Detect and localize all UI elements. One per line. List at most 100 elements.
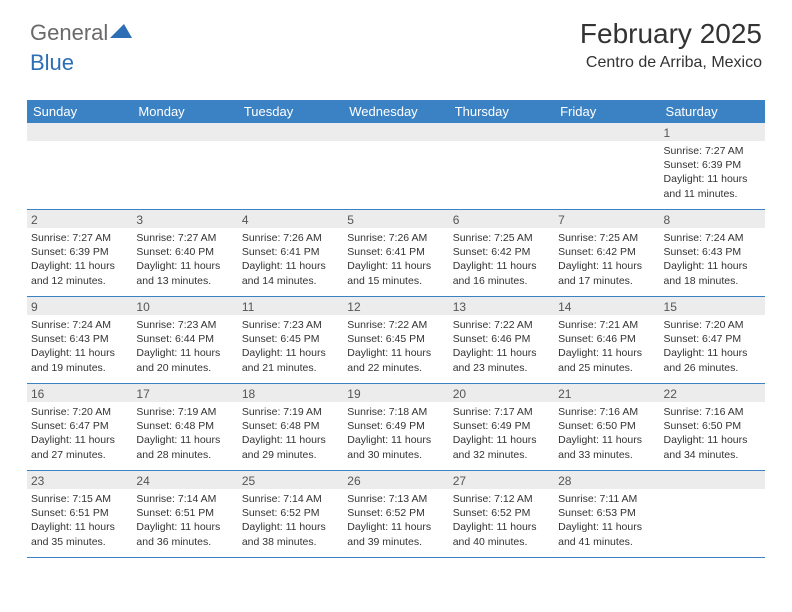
sunset-text: Sunset: 6:41 PM xyxy=(242,245,339,259)
calendar-day-cell: 9Sunrise: 7:24 AMSunset: 6:43 PMDaylight… xyxy=(27,297,132,383)
sunset-text: Sunset: 6:46 PM xyxy=(453,332,550,346)
sunrise-text: Sunrise: 7:14 AM xyxy=(136,492,233,506)
sunset-text: Sunset: 6:49 PM xyxy=(347,419,444,433)
day-number: 10 xyxy=(132,297,237,315)
day-details: Sunrise: 7:12 AMSunset: 6:52 PMDaylight:… xyxy=(449,489,554,555)
sunrise-text: Sunrise: 7:16 AM xyxy=(664,405,761,419)
day-number xyxy=(132,123,237,141)
day-number: 15 xyxy=(660,297,765,315)
calendar-week-row: 9Sunrise: 7:24 AMSunset: 6:43 PMDaylight… xyxy=(27,296,765,383)
calendar-day-cell: 13Sunrise: 7:22 AMSunset: 6:46 PMDayligh… xyxy=(449,297,554,383)
sunrise-text: Sunrise: 7:26 AM xyxy=(347,231,444,245)
day-number: 27 xyxy=(449,471,554,489)
sunset-text: Sunset: 6:39 PM xyxy=(31,245,128,259)
day-number xyxy=(238,123,343,141)
calendar-day-cell: 6Sunrise: 7:25 AMSunset: 6:42 PMDaylight… xyxy=(449,210,554,296)
daylight-text: Daylight: 11 hours and 38 minutes. xyxy=(242,520,339,548)
sunrise-text: Sunrise: 7:22 AM xyxy=(347,318,444,332)
day-details: Sunrise: 7:11 AMSunset: 6:53 PMDaylight:… xyxy=(554,489,659,555)
daylight-text: Daylight: 11 hours and 17 minutes. xyxy=(558,259,655,287)
page-header: February 2025 Centro de Arriba, Mexico xyxy=(580,18,762,72)
sunrise-text: Sunrise: 7:13 AM xyxy=(347,492,444,506)
calendar-day-cell xyxy=(27,123,132,209)
calendar-day-cell: 20Sunrise: 7:17 AMSunset: 6:49 PMDayligh… xyxy=(449,384,554,470)
day-number xyxy=(554,123,659,141)
day-details: Sunrise: 7:19 AMSunset: 6:48 PMDaylight:… xyxy=(132,402,237,468)
sunrise-text: Sunrise: 7:20 AM xyxy=(31,405,128,419)
sunrise-text: Sunrise: 7:21 AM xyxy=(558,318,655,332)
daylight-text: Daylight: 11 hours and 25 minutes. xyxy=(558,346,655,374)
day-number: 22 xyxy=(660,384,765,402)
sunset-text: Sunset: 6:43 PM xyxy=(664,245,761,259)
calendar-day-cell xyxy=(660,471,765,557)
day-number: 2 xyxy=(27,210,132,228)
calendar-day-cell: 8Sunrise: 7:24 AMSunset: 6:43 PMDaylight… xyxy=(660,210,765,296)
sunrise-text: Sunrise: 7:25 AM xyxy=(558,231,655,245)
calendar-day-cell: 21Sunrise: 7:16 AMSunset: 6:50 PMDayligh… xyxy=(554,384,659,470)
daylight-text: Daylight: 11 hours and 18 minutes. xyxy=(664,259,761,287)
daylight-text: Daylight: 11 hours and 27 minutes. xyxy=(31,433,128,461)
calendar-day-cell xyxy=(554,123,659,209)
daylight-text: Daylight: 11 hours and 14 minutes. xyxy=(242,259,339,287)
day-number: 13 xyxy=(449,297,554,315)
calendar-day-cell xyxy=(449,123,554,209)
calendar-week-row: 2Sunrise: 7:27 AMSunset: 6:39 PMDaylight… xyxy=(27,209,765,296)
sunset-text: Sunset: 6:45 PM xyxy=(347,332,444,346)
day-number xyxy=(343,123,448,141)
weekday-header: Monday xyxy=(132,104,237,119)
calendar-day-cell: 3Sunrise: 7:27 AMSunset: 6:40 PMDaylight… xyxy=(132,210,237,296)
sunset-text: Sunset: 6:44 PM xyxy=(136,332,233,346)
calendar-day-cell: 11Sunrise: 7:23 AMSunset: 6:45 PMDayligh… xyxy=(238,297,343,383)
day-number: 19 xyxy=(343,384,448,402)
daylight-text: Daylight: 11 hours and 26 minutes. xyxy=(664,346,761,374)
calendar-day-cell: 14Sunrise: 7:21 AMSunset: 6:46 PMDayligh… xyxy=(554,297,659,383)
day-number: 6 xyxy=(449,210,554,228)
day-number: 16 xyxy=(27,384,132,402)
logo-text-blue: Blue xyxy=(30,50,74,75)
day-number xyxy=(660,471,765,489)
sunrise-text: Sunrise: 7:23 AM xyxy=(242,318,339,332)
day-number: 9 xyxy=(27,297,132,315)
calendar-day-cell: 16Sunrise: 7:20 AMSunset: 6:47 PMDayligh… xyxy=(27,384,132,470)
day-details: Sunrise: 7:19 AMSunset: 6:48 PMDaylight:… xyxy=(238,402,343,468)
day-details: Sunrise: 7:17 AMSunset: 6:49 PMDaylight:… xyxy=(449,402,554,468)
sunrise-text: Sunrise: 7:16 AM xyxy=(558,405,655,419)
day-number: 12 xyxy=(343,297,448,315)
calendar-day-cell: 24Sunrise: 7:14 AMSunset: 6:51 PMDayligh… xyxy=(132,471,237,557)
daylight-text: Daylight: 11 hours and 23 minutes. xyxy=(453,346,550,374)
calendar-day-cell: 25Sunrise: 7:14 AMSunset: 6:52 PMDayligh… xyxy=(238,471,343,557)
daylight-text: Daylight: 11 hours and 16 minutes. xyxy=(453,259,550,287)
daylight-text: Daylight: 11 hours and 32 minutes. xyxy=(453,433,550,461)
day-details: Sunrise: 7:22 AMSunset: 6:46 PMDaylight:… xyxy=(449,315,554,381)
calendar-day-cell: 7Sunrise: 7:25 AMSunset: 6:42 PMDaylight… xyxy=(554,210,659,296)
day-details: Sunrise: 7:27 AMSunset: 6:39 PMDaylight:… xyxy=(27,228,132,294)
day-number: 8 xyxy=(660,210,765,228)
sunset-text: Sunset: 6:41 PM xyxy=(347,245,444,259)
weekday-header: Friday xyxy=(554,104,659,119)
day-number: 26 xyxy=(343,471,448,489)
daylight-text: Daylight: 11 hours and 36 minutes. xyxy=(136,520,233,548)
sunset-text: Sunset: 6:48 PM xyxy=(242,419,339,433)
weekday-header: Saturday xyxy=(660,104,765,119)
calendar-day-cell: 15Sunrise: 7:20 AMSunset: 6:47 PMDayligh… xyxy=(660,297,765,383)
sunrise-text: Sunrise: 7:12 AM xyxy=(453,492,550,506)
calendar-week-row: 23Sunrise: 7:15 AMSunset: 6:51 PMDayligh… xyxy=(27,470,765,558)
day-details: Sunrise: 7:23 AMSunset: 6:45 PMDaylight:… xyxy=(238,315,343,381)
calendar-day-cell: 23Sunrise: 7:15 AMSunset: 6:51 PMDayligh… xyxy=(27,471,132,557)
sunset-text: Sunset: 6:52 PM xyxy=(453,506,550,520)
day-details: Sunrise: 7:22 AMSunset: 6:45 PMDaylight:… xyxy=(343,315,448,381)
day-number: 24 xyxy=(132,471,237,489)
sunset-text: Sunset: 6:50 PM xyxy=(664,419,761,433)
sunset-text: Sunset: 6:40 PM xyxy=(136,245,233,259)
calendar-week-row: 16Sunrise: 7:20 AMSunset: 6:47 PMDayligh… xyxy=(27,383,765,470)
sunrise-text: Sunrise: 7:22 AM xyxy=(453,318,550,332)
day-details: Sunrise: 7:18 AMSunset: 6:49 PMDaylight:… xyxy=(343,402,448,468)
daylight-text: Daylight: 11 hours and 41 minutes. xyxy=(558,520,655,548)
weekday-header: Tuesday xyxy=(238,104,343,119)
daylight-text: Daylight: 11 hours and 40 minutes. xyxy=(453,520,550,548)
calendar-day-cell: 1Sunrise: 7:27 AMSunset: 6:39 PMDaylight… xyxy=(660,123,765,209)
day-details: Sunrise: 7:20 AMSunset: 6:47 PMDaylight:… xyxy=(660,315,765,381)
daylight-text: Daylight: 11 hours and 35 minutes. xyxy=(31,520,128,548)
sunrise-text: Sunrise: 7:19 AM xyxy=(136,405,233,419)
sunset-text: Sunset: 6:45 PM xyxy=(242,332,339,346)
